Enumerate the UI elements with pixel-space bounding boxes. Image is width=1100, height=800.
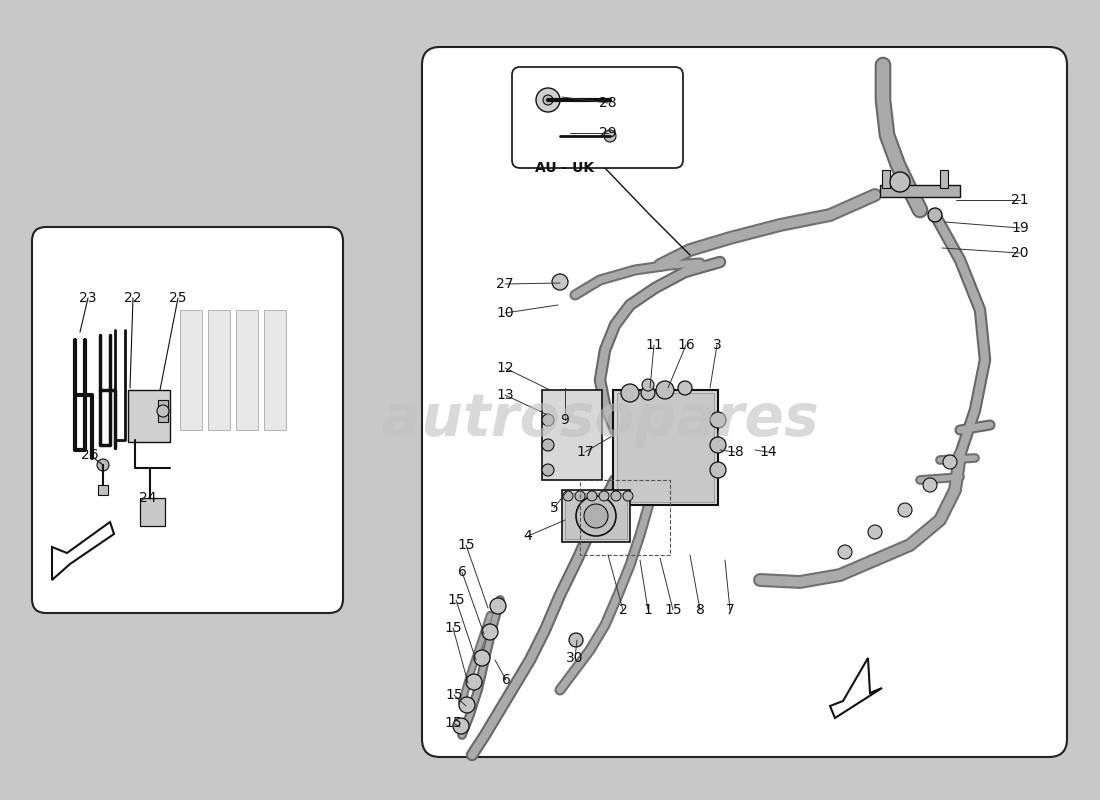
- Circle shape: [838, 545, 853, 559]
- Text: 7: 7: [726, 603, 735, 617]
- Polygon shape: [52, 522, 114, 580]
- Circle shape: [576, 496, 616, 536]
- Text: 13: 13: [496, 388, 514, 402]
- Circle shape: [600, 491, 609, 501]
- Text: 19: 19: [1011, 221, 1028, 235]
- Text: 6: 6: [458, 565, 466, 579]
- Circle shape: [610, 491, 621, 501]
- Circle shape: [943, 455, 957, 469]
- Text: 15: 15: [446, 688, 463, 702]
- Bar: [562, 490, 630, 542]
- Bar: [542, 390, 602, 480]
- Circle shape: [542, 464, 554, 476]
- Text: 16: 16: [678, 338, 695, 352]
- Text: 2: 2: [618, 603, 627, 617]
- Polygon shape: [830, 658, 882, 718]
- Circle shape: [710, 437, 726, 453]
- Bar: [565, 493, 627, 539]
- Bar: [580, 480, 670, 555]
- Text: 28: 28: [600, 96, 617, 110]
- Circle shape: [453, 718, 469, 734]
- Circle shape: [466, 674, 482, 690]
- Bar: [264, 310, 286, 430]
- Circle shape: [587, 491, 597, 501]
- FancyBboxPatch shape: [512, 67, 683, 168]
- Text: 25: 25: [169, 291, 187, 305]
- FancyBboxPatch shape: [422, 47, 1067, 757]
- Circle shape: [482, 624, 498, 640]
- Circle shape: [890, 172, 910, 192]
- Text: 27: 27: [496, 277, 514, 291]
- Circle shape: [474, 650, 490, 666]
- Text: 12: 12: [496, 361, 514, 375]
- Text: 17: 17: [576, 445, 594, 459]
- Bar: [140, 498, 165, 526]
- Text: 3: 3: [713, 338, 722, 352]
- Text: autrosopares: autrosopares: [382, 391, 818, 449]
- Bar: [236, 310, 258, 430]
- Bar: [128, 390, 170, 442]
- Bar: [180, 310, 202, 430]
- Circle shape: [641, 386, 654, 400]
- Circle shape: [490, 598, 506, 614]
- Circle shape: [642, 379, 654, 391]
- Text: 9: 9: [561, 413, 570, 427]
- Circle shape: [569, 633, 583, 647]
- Circle shape: [543, 95, 553, 105]
- Circle shape: [575, 491, 585, 501]
- Bar: [158, 400, 168, 422]
- Circle shape: [623, 491, 632, 501]
- Text: 1: 1: [644, 603, 652, 617]
- Bar: [617, 393, 714, 502]
- Circle shape: [678, 381, 692, 395]
- Circle shape: [552, 274, 568, 290]
- Circle shape: [898, 503, 912, 517]
- Text: 15: 15: [664, 603, 682, 617]
- Text: 4: 4: [524, 529, 532, 543]
- Text: 8: 8: [695, 603, 704, 617]
- Circle shape: [604, 130, 616, 142]
- Text: 30: 30: [566, 651, 584, 665]
- Circle shape: [563, 491, 573, 501]
- Text: 14: 14: [759, 445, 777, 459]
- Text: 22: 22: [124, 291, 142, 305]
- Circle shape: [928, 208, 942, 222]
- Text: 15: 15: [448, 593, 465, 607]
- Circle shape: [656, 381, 674, 399]
- Text: 18: 18: [726, 445, 744, 459]
- Text: 21: 21: [1011, 193, 1028, 207]
- Bar: [613, 390, 718, 505]
- Circle shape: [868, 525, 882, 539]
- Text: 6: 6: [502, 673, 510, 687]
- Text: 10: 10: [496, 306, 514, 320]
- Circle shape: [459, 697, 475, 713]
- Circle shape: [584, 504, 608, 528]
- Circle shape: [710, 412, 726, 428]
- Text: 15: 15: [458, 538, 475, 552]
- Circle shape: [536, 88, 560, 112]
- Text: 15: 15: [444, 716, 462, 730]
- Circle shape: [157, 405, 169, 417]
- FancyBboxPatch shape: [32, 227, 343, 613]
- Text: 5: 5: [550, 501, 559, 515]
- Circle shape: [710, 462, 726, 478]
- Text: 26: 26: [81, 448, 99, 462]
- Circle shape: [97, 459, 109, 471]
- Text: AU - UK: AU - UK: [536, 161, 595, 175]
- Circle shape: [542, 414, 554, 426]
- Bar: [98, 485, 108, 495]
- Bar: [940, 170, 948, 188]
- Bar: [208, 310, 230, 430]
- Circle shape: [542, 439, 554, 451]
- Text: 24: 24: [140, 491, 156, 505]
- Text: 20: 20: [1011, 246, 1028, 260]
- Circle shape: [621, 384, 639, 402]
- Text: 23: 23: [79, 291, 97, 305]
- Text: 11: 11: [645, 338, 663, 352]
- Bar: [882, 170, 890, 188]
- Bar: [880, 185, 960, 197]
- Circle shape: [923, 478, 937, 492]
- Text: 15: 15: [444, 621, 462, 635]
- Text: 29: 29: [600, 126, 617, 140]
